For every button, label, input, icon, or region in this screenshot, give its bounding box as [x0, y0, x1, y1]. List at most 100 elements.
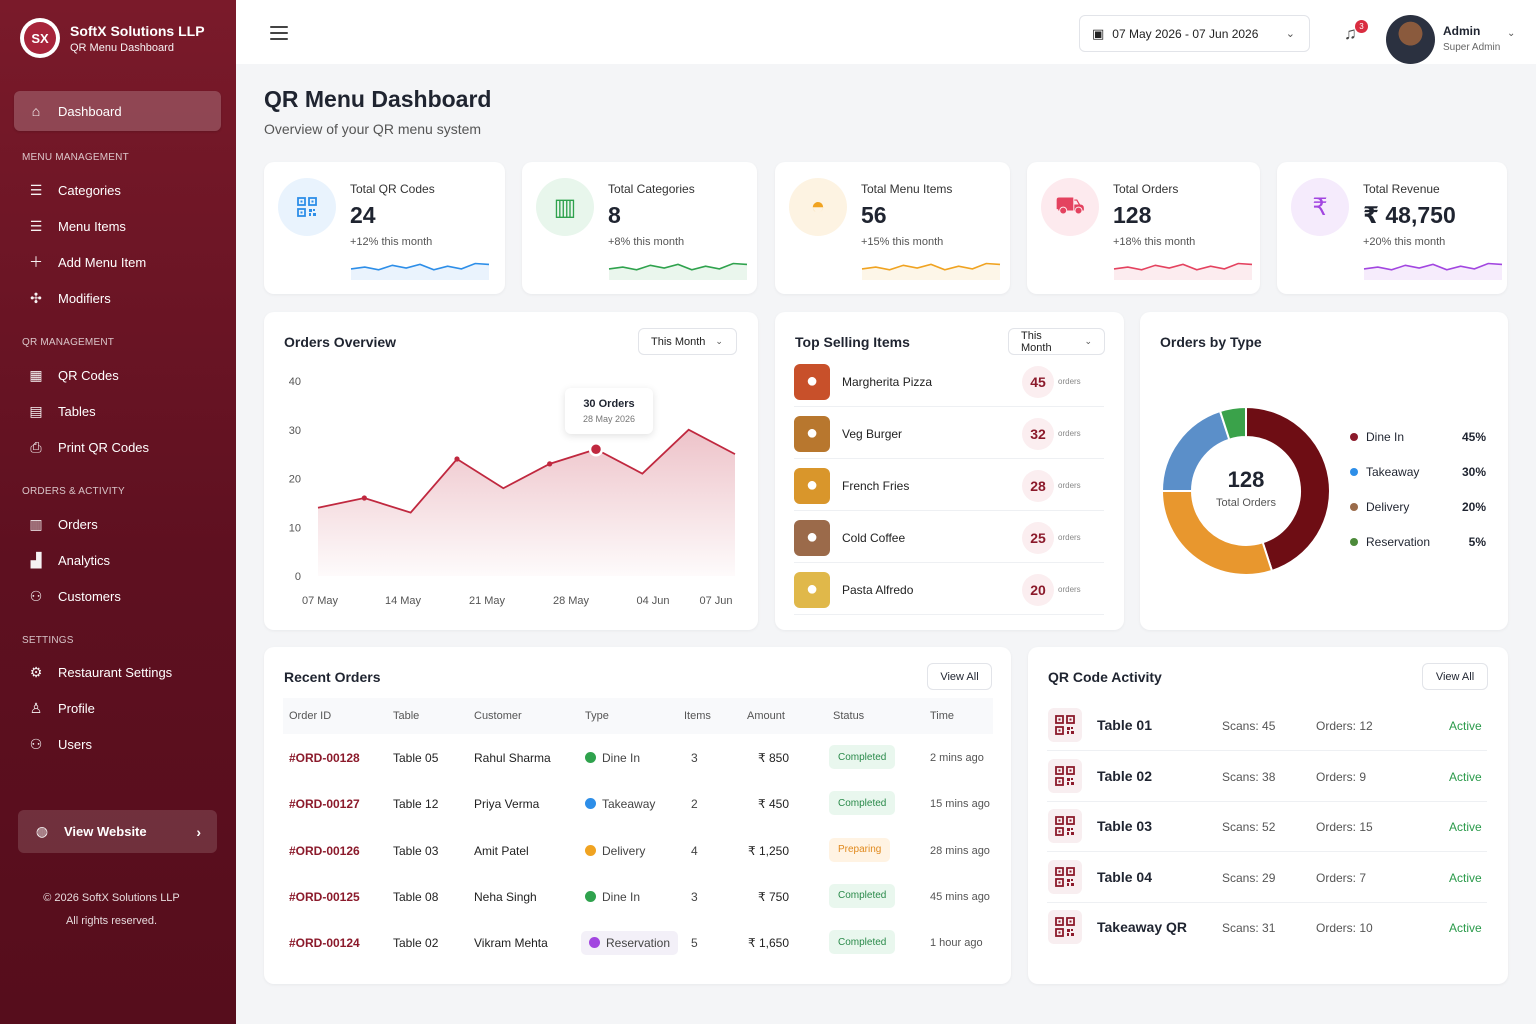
- legend-label: Dine In: [1366, 430, 1405, 444]
- bell-icon[interactable]: ♫: [1344, 24, 1357, 43]
- order-amount: ₹ 750: [758, 889, 789, 904]
- status-badge: Completed: [829, 930, 896, 955]
- sidebar-item-profile[interactable]: ♙ Profile: [14, 690, 221, 726]
- tooltip-value: 30 Orders: [583, 398, 635, 410]
- item-name: French Fries: [842, 478, 910, 493]
- avatar[interactable]: [1386, 15, 1435, 64]
- recent-orders-view-all-button[interactable]: View All: [927, 663, 992, 690]
- sidebar-item-qr-codes[interactable]: ▦ QR Codes: [14, 357, 221, 393]
- order-time: 15 mins ago: [930, 798, 990, 811]
- qr-status: Active: [1449, 870, 1482, 885]
- order-id[interactable]: #ORD-00124: [289, 936, 360, 951]
- divider: [1047, 800, 1487, 802]
- sidebar-item-customers[interactable]: ⚇ Customers: [14, 578, 221, 614]
- item-unit: orders: [1058, 585, 1081, 594]
- sidebar-item-users[interactable]: ⚇ Users: [14, 726, 221, 762]
- order-id[interactable]: #ORD-00128: [289, 751, 360, 765]
- user-name[interactable]: Admin: [1443, 24, 1481, 38]
- sidebar-item-add-menu-item[interactable]: ＋ Add Menu Item: [14, 244, 221, 280]
- sparkline: [350, 262, 490, 280]
- sidebar-item-categories[interactable]: ☰ Categories: [14, 172, 221, 208]
- gear-icon: ⚙: [29, 663, 43, 680]
- sidebar-item-label: QR Codes: [58, 367, 119, 383]
- y-tick-label: 0: [295, 571, 301, 583]
- series-line: [317, 428, 736, 514]
- x-tick-label: 07 Jun: [699, 595, 732, 607]
- legend-label: Reservation: [1366, 535, 1431, 549]
- order-customer: Rahul Sharma: [474, 751, 551, 765]
- qr-scans: Scans: 38: [1222, 769, 1276, 784]
- view-website-button[interactable]: ◍ View Website ›: [18, 810, 217, 853]
- date-range-picker[interactable]: ▣ 07 May 2026 - 07 Jun 2026 ⌄: [1079, 15, 1310, 52]
- list-item[interactable]: ● French Fries 28 orders: [794, 461, 1104, 511]
- sidebar-item-orders[interactable]: ▥ Orders: [14, 506, 221, 542]
- order-customer: Neha Singh: [474, 889, 537, 904]
- sidebar-item-restaurant-settings[interactable]: ⚙ Restaurant Settings: [14, 654, 221, 690]
- list-item[interactable]: ● Cold Coffee 25 orders: [794, 513, 1104, 563]
- column-header: Order ID: [289, 710, 332, 722]
- order-customer: Amit Patel: [474, 843, 529, 858]
- brand[interactable]: SX SoftX Solutions LLP QR Menu Dashboard: [20, 18, 205, 58]
- chevron-down-icon[interactable]: ⌄: [1507, 28, 1516, 39]
- qr-name[interactable]: Takeaway QR: [1097, 919, 1188, 936]
- stat-value: ₹ 48,750: [1363, 202, 1456, 228]
- coffee-icon: ●: [794, 519, 830, 556]
- stat-card[interactable]: ⛟ Total Orders 128 +18% this month: [1027, 162, 1260, 294]
- item-count: 45: [1022, 365, 1054, 398]
- section-menu-management: MENU MANAGEMENT: [22, 152, 129, 163]
- orders-overview-filter[interactable]: This Month ⌄: [638, 328, 737, 355]
- dine-in-icon: [585, 752, 596, 763]
- sidebar-item-label: Add Menu Item: [58, 254, 147, 270]
- order-id[interactable]: #ORD-00127: [289, 797, 360, 812]
- order-type: Takeaway: [585, 797, 655, 811]
- stat-card[interactable]: Total QR Codes 24 +12% this month: [264, 162, 505, 294]
- donut-center: 128 Total Orders: [1186, 467, 1306, 509]
- stat-label: Total Revenue: [1363, 182, 1440, 196]
- sidebar-item-dashboard[interactable]: ⌂ Dashboard: [14, 91, 221, 131]
- stat-card[interactable]: ₹ Total Revenue ₹ 48,750 +20% this month: [1277, 162, 1507, 294]
- list-item[interactable]: ● Pasta Alfredo 20 orders: [794, 565, 1104, 615]
- list-icon: ☰: [29, 217, 43, 234]
- order-type: Delivery: [585, 844, 645, 858]
- stat-card[interactable]: ▥ Total Categories 8 +8% this month: [522, 162, 757, 294]
- sidebar-item-menu-items[interactable]: ☰ Menu Items: [14, 208, 221, 244]
- qr-status: Active: [1449, 820, 1482, 835]
- filter-value: This Month: [651, 335, 706, 348]
- order-items: 3: [691, 889, 698, 904]
- item-name: Pasta Alfredo: [842, 582, 914, 597]
- qr-name[interactable]: Table 02: [1097, 767, 1152, 784]
- page-subtitle: Overview of your QR menu system: [264, 121, 482, 137]
- order-id[interactable]: #ORD-00126: [289, 843, 360, 858]
- top-selling-filter[interactable]: This Month ⌄: [1008, 328, 1105, 355]
- order-id[interactable]: #ORD-00125: [289, 889, 360, 904]
- qr-status: Active: [1449, 769, 1482, 784]
- qr-name[interactable]: Table 04: [1097, 868, 1152, 885]
- notification-badge: 3: [1355, 20, 1368, 33]
- qr-activity-view-all-button[interactable]: View All: [1422, 663, 1488, 690]
- sidebar-item-tables[interactable]: ▤ Tables: [14, 393, 221, 429]
- list-item[interactable]: ● Veg Burger 32 orders: [794, 409, 1104, 459]
- home-icon: ⌂: [31, 103, 41, 119]
- menu-toggle-icon[interactable]: [270, 26, 288, 40]
- sidebar-item-modifiers[interactable]: ✣ Modifiers: [14, 280, 221, 316]
- rights-reserved: All rights reserved.: [65, 915, 158, 927]
- stat-card[interactable]: ◓ Total Menu Items 56 +15% this month: [775, 162, 1010, 294]
- top-selling-card: Top Selling Items: [775, 312, 1124, 630]
- stat-label: Total Menu Items: [861, 182, 953, 196]
- status-badge: Completed: [829, 791, 896, 816]
- data-point: [547, 461, 553, 467]
- list-item[interactable]: ● Margherita Pizza 45 orders: [794, 357, 1104, 407]
- column-header: Type: [585, 710, 609, 722]
- receipt-icon: ▥: [29, 515, 43, 532]
- x-tick-label: 28 May: [553, 595, 590, 607]
- pizza-icon: ●: [794, 363, 830, 400]
- date-range-value: 07 May 2026 - 07 Jun 2026: [1112, 26, 1259, 41]
- data-point: [454, 456, 460, 462]
- item-unit: orders: [1058, 481, 1081, 490]
- qr-name[interactable]: Table 03: [1097, 818, 1152, 835]
- sidebar-item-analytics[interactable]: ▟ Analytics: [14, 542, 221, 578]
- sidebar-item-print-qr-codes[interactable]: ⎙ Print QR Codes: [14, 429, 221, 465]
- cloche-icon: ◓: [789, 178, 847, 236]
- stat-value: 128: [1113, 202, 1152, 228]
- qr-name[interactable]: Table 01: [1097, 717, 1152, 733]
